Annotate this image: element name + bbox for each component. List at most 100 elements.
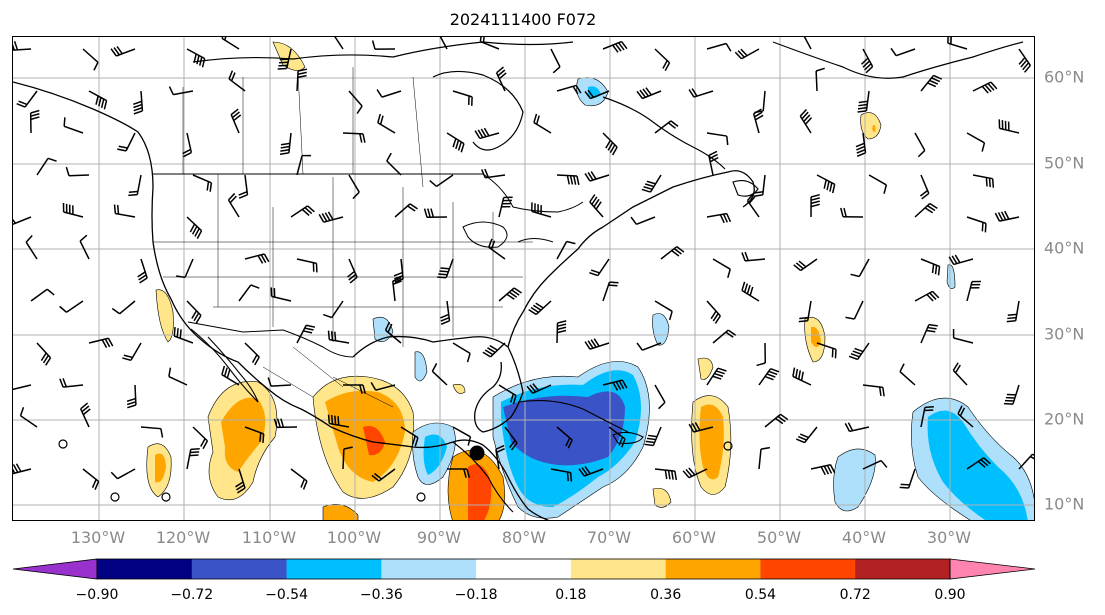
colorbar-extend-low: [12, 558, 98, 580]
contour-positive-region: [363, 426, 385, 456]
wind-barb: [758, 446, 770, 470]
wind-barb: [754, 90, 766, 114]
cuba-coast: [517, 400, 629, 433]
island-marker: [416, 492, 426, 502]
wind-barb: [957, 405, 974, 428]
wind-barb: [602, 132, 618, 156]
wind-barb: [947, 37, 968, 50]
map-panel[interactable]: [12, 36, 1035, 521]
wind-barb: [920, 406, 934, 428]
colorbar-tick-label: 0.72: [839, 587, 871, 603]
wind-barb: [277, 48, 292, 70]
colorbar-tick-label: 0.36: [650, 587, 682, 603]
colorbar-bin: [286, 559, 382, 579]
contour-negative-region: [503, 391, 625, 466]
wind-barb: [376, 89, 402, 98]
gulf-coastline: [352, 335, 524, 433]
wind-barb: [221, 365, 240, 386]
wind-barb: [296, 324, 316, 344]
wind-barb: [682, 467, 708, 479]
wind-barb: [792, 367, 812, 386]
contour-positive-region: [325, 390, 405, 482]
wind-barb: [495, 444, 505, 470]
wind-barb: [244, 253, 270, 264]
contour-positive-region: [872, 125, 876, 132]
wind-barb: [186, 48, 206, 68]
cyclone-center-marker: [469, 445, 485, 461]
wind-barb: [920, 258, 941, 276]
colorbar-tick-label: −0.72: [170, 587, 214, 603]
wind-barb: [386, 152, 402, 176]
wind-barb: [654, 120, 679, 134]
wind-barb: [111, 300, 136, 315]
wind-barb: [914, 132, 926, 158]
greenland-coast: [772, 41, 1024, 79]
wind-barb: [318, 211, 344, 223]
wind-barb: [966, 280, 982, 302]
wind-barb: [79, 234, 90, 260]
wind-barb: [556, 240, 576, 260]
colorbar-tick-label: 0.54: [744, 587, 777, 603]
wind-barb: [30, 288, 55, 302]
wind-barb: [13, 463, 32, 475]
wind-barb: [741, 281, 760, 302]
wind-barb: [706, 300, 721, 324]
wind-barb: [36, 342, 52, 366]
wind-barb: [393, 258, 404, 283]
contour-positive-region: [652, 488, 672, 508]
wind-barb: [798, 300, 812, 323]
wind-barb: [296, 154, 312, 176]
latitude-label: 50°N: [1044, 153, 1085, 173]
wind-barb: [377, 113, 396, 134]
wind-barb: [1006, 300, 1020, 323]
contour-positive-region: [860, 112, 882, 140]
wind-barb: [235, 468, 246, 494]
wind-barb: [602, 281, 619, 302]
wind-barb: [182, 132, 193, 158]
wind-barb: [452, 426, 472, 446]
wind-barb: [526, 383, 552, 394]
wind-barb: [480, 168, 506, 179]
mexico-state-borders: [262, 346, 394, 408]
longitude-label: 30°W: [926, 528, 972, 547]
wind-barb: [860, 48, 874, 74]
wind-barb: [630, 216, 656, 226]
wind-barb: [920, 74, 943, 92]
wind-barb: [19, 406, 38, 428]
wind-barb: [392, 277, 402, 302]
state-borders: [153, 174, 533, 347]
wind-barb: [533, 113, 552, 134]
wind-barb: [688, 422, 714, 433]
colorbar-bin: [97, 559, 193, 579]
wind-barb: [793, 258, 818, 272]
wind-barb: [342, 384, 367, 394]
wind-barb: [82, 48, 99, 71]
hudson-bay-coast: [432, 70, 524, 151]
contour-negative-region: [423, 434, 447, 475]
wind-barb: [816, 174, 836, 194]
wind-barb: [437, 258, 454, 279]
colorbar-bin: [665, 559, 761, 579]
wind-barb: [371, 40, 396, 50]
wind-barb: [244, 342, 260, 366]
wind-barb: [25, 235, 38, 260]
east-coastline: [507, 170, 755, 348]
wind-barb: [972, 174, 995, 188]
coastlines-and-borders: [13, 41, 1024, 520]
map-title: 2024111400 F072: [449, 10, 597, 29]
wind-barb: [110, 468, 136, 480]
wind-barb: [192, 426, 209, 450]
wind-barb: [654, 468, 678, 481]
latitude-label: 10°N: [1044, 494, 1085, 514]
wind-barb: [810, 193, 820, 218]
wind-barb: [556, 84, 582, 95]
wind-barb: [764, 413, 789, 428]
colorbar-tick-label: −0.36: [359, 587, 403, 603]
wind-barb: [868, 174, 888, 194]
wind-barb: [342, 446, 353, 470]
wind-barb: [192, 174, 213, 192]
wind-barb: [176, 258, 194, 279]
wind-barb: [712, 258, 731, 279]
wind-barb: [439, 37, 448, 50]
colorbar-bin: [570, 559, 667, 579]
